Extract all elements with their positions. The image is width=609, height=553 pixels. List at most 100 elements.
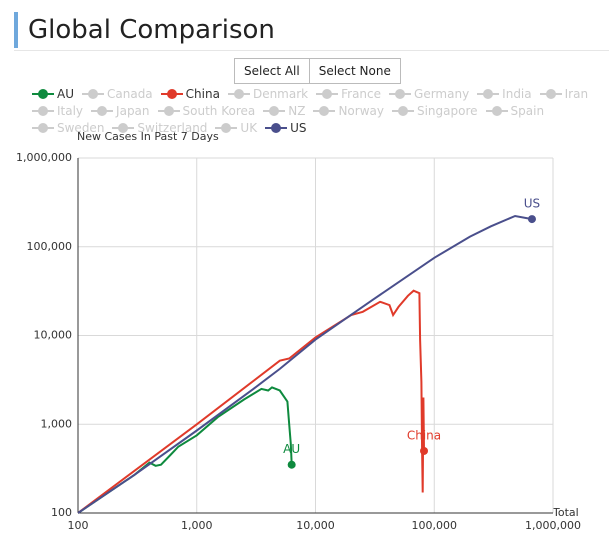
legend-dot [397, 106, 408, 116]
legend-symbol [263, 106, 286, 116]
legend-item[interactable]: UK [215, 120, 257, 136]
legend-item[interactable]: China [160, 86, 220, 102]
legend-symbol [477, 89, 500, 99]
legend-item[interactable]: Norway [313, 103, 384, 119]
page-title: Global Comparison [14, 12, 275, 48]
series-end-label: AU [283, 442, 300, 456]
legend-symbol [32, 89, 54, 99]
y-axis-label: New Cases In Past 7 Days [77, 130, 219, 143]
legend-label: Spain [510, 104, 545, 118]
legend-label: Sweden [57, 121, 105, 135]
legend-item[interactable]: South Korea [157, 103, 256, 119]
series-end-label: China [407, 428, 441, 442]
y-tick-label: 1,000,000 [16, 151, 72, 164]
series-line [77, 289, 425, 514]
legend-dot [38, 123, 48, 133]
legend-dot [166, 89, 177, 99]
x-tick-label: 1,000,000 [525, 519, 581, 532]
end-marker [527, 215, 536, 224]
select-none-button[interactable]: Select None [309, 58, 401, 84]
legend-label: China [185, 87, 220, 101]
x-tick-label: 1,000 [181, 519, 213, 532]
legend-item[interactable]: Italy [32, 103, 83, 119]
legend-symbol [32, 123, 54, 133]
legend-label: NZ [288, 104, 306, 118]
legend-symbol [391, 106, 414, 116]
legend-item[interactable]: NZ [263, 103, 305, 119]
legend-dot [322, 89, 333, 99]
y-tick-label: 10,000 [34, 329, 73, 342]
legend-label: Denmark [252, 87, 309, 101]
legend-symbol [215, 123, 238, 133]
legend-item[interactable]: Iran [539, 86, 589, 102]
legend-label: Japan [116, 104, 150, 118]
legend-label: Singapore [416, 104, 478, 118]
legend-symbol [485, 106, 508, 116]
legend-item[interactable]: France [316, 86, 381, 102]
legend-label: Iran [564, 87, 589, 101]
series-line [77, 214, 533, 514]
legend-dot [269, 106, 280, 116]
legend-item[interactable]: US [265, 120, 306, 136]
legend-item[interactable]: Japan [91, 103, 150, 119]
legend-symbol [160, 89, 183, 99]
x-tick-label: 10,000 [296, 519, 335, 532]
legend-dot [97, 106, 108, 116]
legend-item[interactable]: India [477, 86, 532, 102]
select-all-button[interactable]: Select All [234, 58, 310, 84]
y-tick-label: 1,000 [41, 417, 73, 430]
legend-dot [233, 89, 244, 99]
series-line [77, 386, 293, 514]
legend-label: India [502, 87, 532, 101]
x-tick-label: 100,000 [412, 519, 458, 532]
legend-dot [395, 89, 406, 99]
legend-item[interactable]: Singapore [391, 103, 478, 119]
legend-symbol [265, 123, 288, 133]
legend-dot [88, 89, 98, 99]
y-tick-label: 100,000 [27, 240, 73, 253]
legend-symbol [389, 89, 412, 99]
legend-item[interactable]: Germany [389, 86, 469, 102]
legend-dot [483, 89, 494, 99]
divider [14, 50, 609, 51]
legend-symbol [316, 89, 339, 99]
legend-dot [545, 89, 556, 99]
legend-item[interactable]: Sweden [32, 120, 104, 136]
series-end-label: US [524, 197, 540, 211]
legend-label: South Korea [182, 104, 256, 118]
end-marker [287, 460, 296, 469]
legend-symbol [157, 106, 180, 116]
legend-dot [271, 123, 282, 133]
x-tick-label: 100 [68, 519, 89, 532]
legend: AU Canada China Denmark France Germany India Ir… [32, 86, 602, 136]
legend-symbol [32, 106, 54, 116]
legend-label: US [290, 121, 307, 135]
legend-label: Canada [107, 87, 153, 101]
legend-item[interactable]: AU [32, 86, 74, 102]
legend-item[interactable]: Denmark [227, 86, 309, 102]
button-group: Select All Select None [234, 58, 401, 84]
legend-symbol [227, 89, 250, 99]
legend-label: AU [57, 87, 74, 101]
end-marker [420, 446, 429, 455]
legend-symbol [313, 106, 336, 116]
legend-dot [38, 89, 48, 99]
legend-label: UK [240, 121, 258, 135]
legend-dot [38, 106, 48, 116]
legend-item[interactable]: Canada [82, 86, 153, 102]
legend-label: Germany [414, 87, 470, 101]
legend-label: Switzerland [137, 121, 208, 135]
legend-symbol [112, 123, 135, 133]
legend-symbol [539, 89, 562, 99]
legend-symbol [91, 106, 114, 116]
legend-dot [118, 123, 129, 133]
legend-item[interactable]: Switzerland [112, 120, 207, 136]
legend-dot [163, 106, 174, 116]
legend-symbol [82, 89, 104, 99]
legend-dot [221, 123, 232, 133]
legend-label: Norway [338, 104, 384, 118]
legend-item[interactable]: Spain [485, 103, 545, 119]
y-tick-label: 100 [51, 506, 72, 519]
